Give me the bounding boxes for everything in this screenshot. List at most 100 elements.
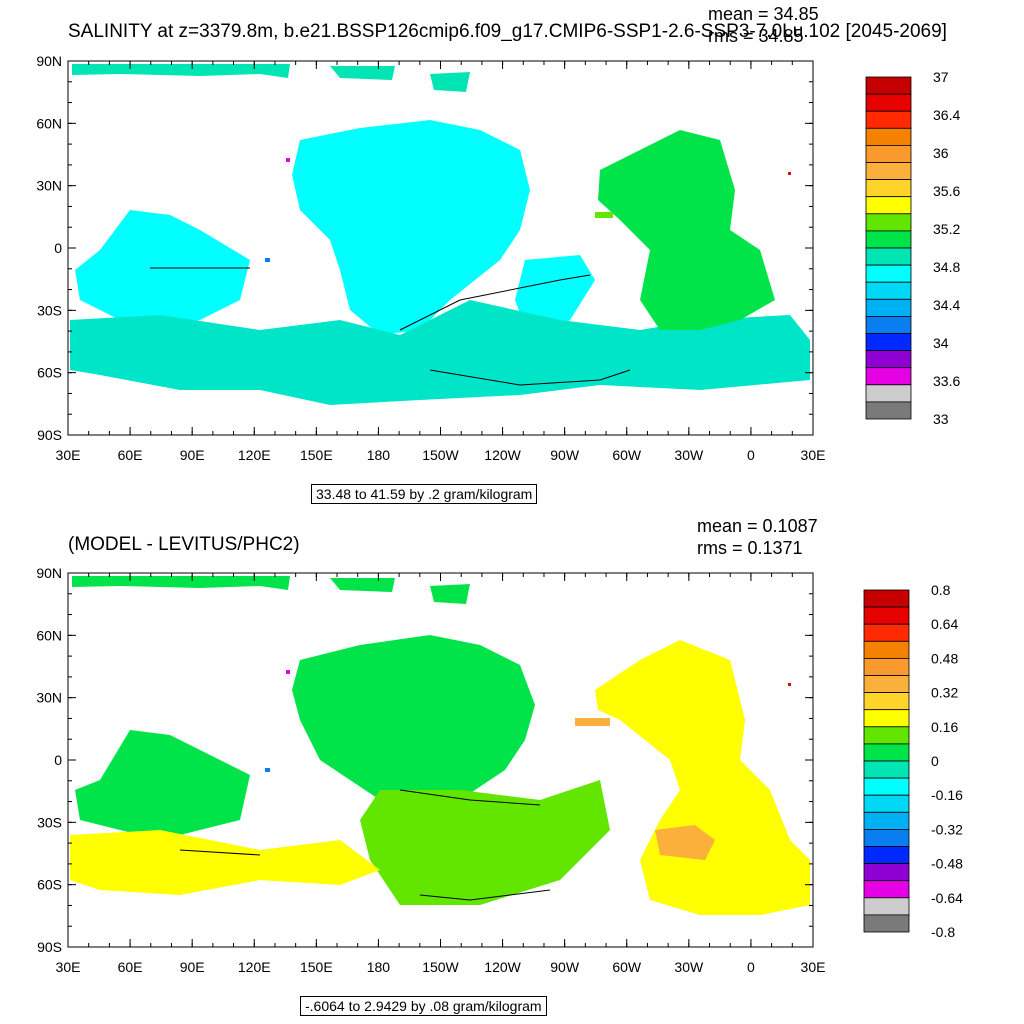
top-southern-region — [70, 300, 810, 405]
colorbar-swatch — [865, 127, 912, 146]
top-speck-red — [788, 172, 791, 175]
lon-tick-label: 120W — [484, 447, 521, 463]
colorbar-swatch — [863, 692, 910, 711]
colorbar-swatch — [865, 350, 912, 369]
colorbar-swatch — [865, 110, 912, 129]
colorbar-label: -0.32 — [931, 821, 963, 837]
top-atlantic-region — [598, 130, 775, 330]
colorbar-swatch — [865, 196, 912, 215]
lat-tick-label: 0 — [54, 752, 62, 768]
top-rms-stat: rms = 34.85 — [708, 26, 804, 46]
colorbar-swatch — [865, 93, 912, 112]
colorbar-swatch — [865, 144, 912, 163]
colorbar-label: -0.64 — [931, 890, 963, 906]
colorbar-swatch — [865, 179, 912, 198]
lon-tick-label: 30W — [674, 959, 704, 975]
colorbar-label: -0.48 — [931, 856, 963, 872]
lat-tick-label: 60N — [36, 627, 62, 643]
lon-tick-label: 60E — [118, 447, 143, 463]
lon-tick-label: 30E — [56, 447, 81, 463]
colorbar-label: 35.2 — [933, 221, 960, 237]
bottom-map-title: (MODEL - LEVITUS/PHC2) — [68, 534, 300, 555]
colorbar-label: 36 — [933, 145, 949, 161]
colorbar-label: 0 — [931, 753, 939, 769]
lat-tick-label: 60S — [37, 877, 62, 893]
colorbar-swatch — [865, 384, 912, 403]
bottom-atlantic-yellow — [595, 640, 810, 915]
colorbar-swatch — [863, 623, 910, 642]
colorbar-swatch — [865, 264, 912, 283]
lon-tick-label: 90E — [180, 447, 205, 463]
colorbar-label: 35.6 — [933, 183, 960, 199]
bottom-info-box: -.6064 to 2.9429 by .08 gram/kilogram — [300, 996, 547, 1016]
bottom-speck-blue — [265, 768, 270, 772]
colorbar-swatch — [865, 298, 912, 317]
colorbar-swatch — [865, 213, 912, 232]
bottom-contour-2 — [419, 889, 551, 901]
top-indian-region — [75, 210, 250, 330]
lat-tick-label: 30N — [36, 690, 62, 706]
colorbar-label: 0.8 — [931, 582, 951, 598]
lon-tick-label: 150W — [422, 959, 459, 975]
colorbar-label: 0.48 — [931, 650, 958, 666]
lon-tick-label: 30E — [56, 959, 81, 975]
colorbar-swatch — [863, 709, 910, 728]
colorbar-swatch — [863, 846, 910, 865]
lat-tick-label: 30N — [36, 178, 62, 194]
colorbar-label: -0.8 — [931, 924, 955, 940]
lon-tick-label: 30E — [801, 447, 826, 463]
lat-tick-label: 30S — [37, 302, 62, 318]
colorbar-swatch — [865, 401, 912, 420]
lat-tick-label: 90S — [37, 427, 62, 443]
lon-tick-label: 120E — [238, 959, 271, 975]
colorbar-swatch — [863, 794, 910, 813]
bottom-speck-red — [788, 683, 791, 686]
lat-tick-label: 90N — [36, 565, 62, 581]
colorbar-swatch — [863, 777, 910, 796]
colorbar-swatch — [865, 315, 912, 334]
lat-tick-label: 90N — [36, 53, 62, 69]
colorbar-label: 33.6 — [933, 373, 960, 389]
colorbar-swatch — [863, 675, 910, 694]
lon-tick-label: 180 — [367, 447, 391, 463]
colorbar-swatch — [863, 658, 910, 676]
lon-tick-label: 120W — [484, 959, 521, 975]
lon-tick-label: 0 — [747, 959, 755, 975]
colorbar-label: 0.16 — [931, 719, 958, 735]
colorbar-label: 37 — [933, 69, 949, 85]
top-contour-2 — [399, 274, 591, 331]
colorbar-label: 34 — [933, 335, 949, 351]
lat-tick-label: 30S — [37, 814, 62, 830]
lon-tick-label: 150W — [422, 447, 459, 463]
colorbar-label: 33 — [933, 411, 949, 427]
lat-tick-label: 90S — [37, 939, 62, 955]
colorbar-swatch — [865, 281, 912, 300]
top-speck-blue — [265, 258, 270, 262]
bottom-southpac-region — [360, 780, 610, 905]
bottom-southern-yellow — [70, 830, 380, 895]
bottom-mean-stat: mean = 0.1087 — [697, 516, 818, 536]
colorbar-label: 34.4 — [933, 297, 960, 313]
colorbar-swatch — [865, 247, 912, 266]
colorbar-label: 36.4 — [933, 107, 960, 123]
lon-tick-label: 150E — [300, 447, 333, 463]
bottom-map-ticks: 90N 60N 30N 0 30S 60S 90S 30E 60E 90E 120E 150E 180 1… — [36, 565, 825, 975]
colorbar-swatch — [863, 829, 910, 847]
top-contour-3 — [429, 369, 631, 386]
top-speck-magenta — [286, 158, 290, 162]
bottom-speck-magenta — [286, 670, 290, 674]
lon-tick-label: 0 — [747, 447, 755, 463]
lon-tick-label: 180 — [367, 959, 391, 975]
lon-tick-label: 150E — [300, 959, 333, 975]
lat-tick-label: 60N — [36, 115, 62, 131]
colorbar-label: 0.64 — [931, 616, 958, 632]
lon-tick-label: 90W — [550, 959, 580, 975]
lat-tick-label: 0 — [54, 240, 62, 256]
colorbar-swatch — [863, 811, 910, 830]
top-pacific-region — [292, 120, 530, 335]
colorbar-swatch — [865, 76, 912, 95]
lon-tick-label: 30E — [801, 959, 826, 975]
top-map-title: SALINITY at z=3379.8m, b.e21.BSSP126cmip… — [68, 21, 947, 42]
bottom-contour-1 — [399, 789, 541, 806]
lat-tick-label: 60S — [37, 365, 62, 381]
